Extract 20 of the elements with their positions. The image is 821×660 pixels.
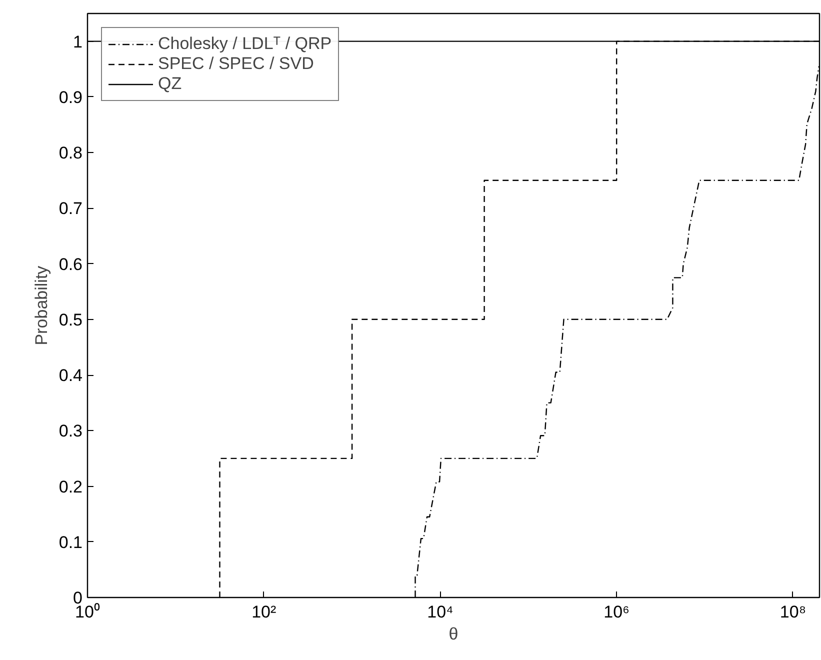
legend-label: Cholesky / LDLᵀ / QRP	[158, 34, 332, 54]
x-tick-label: 10⁶	[604, 602, 630, 622]
x-tick-label: 10⁴	[427, 602, 454, 622]
y-tick-label: 0.8	[58, 144, 83, 163]
legend-label: SPEC / SPEC / SVD	[158, 54, 314, 74]
y-tick-label: 1	[73, 32, 83, 52]
y-tick-label: 0.9	[58, 88, 83, 107]
y-tick-label: 0.6	[58, 254, 83, 274]
y-tick-label: 0.1	[58, 532, 83, 552]
x-tick-label: 10⁰	[75, 602, 100, 622]
y-tick-label: 0.7	[58, 199, 83, 218]
y-tick-label: 0.3	[58, 422, 83, 441]
x-axis-title: θ	[448, 624, 458, 644]
y-tick-label: 0.5	[58, 310, 83, 330]
legend-label: QZ	[158, 74, 182, 94]
y-axis-title: Probability	[32, 265, 51, 346]
y-tick-label: 0.2	[58, 477, 83, 496]
x-tick-label: 10²	[252, 602, 276, 622]
y-tick-label: 0.4	[58, 366, 83, 386]
x-tick-label: 10⁸	[780, 602, 806, 622]
